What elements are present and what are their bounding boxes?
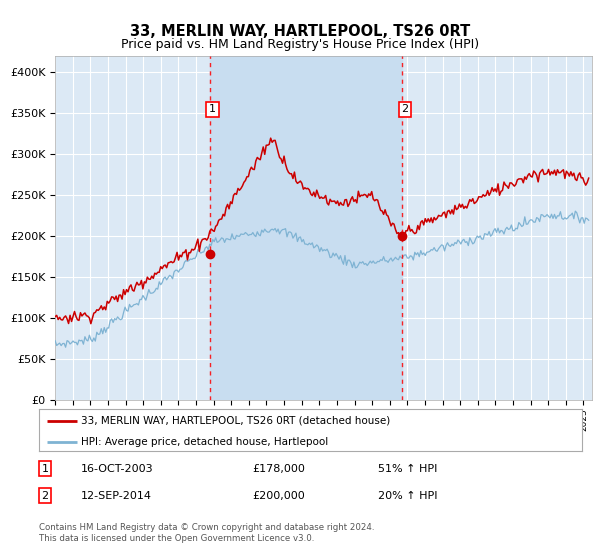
Text: 12-SEP-2014: 12-SEP-2014 [81, 491, 152, 501]
Text: 1: 1 [209, 104, 216, 114]
Text: 20% ↑ HPI: 20% ↑ HPI [378, 491, 437, 501]
Text: This data is licensed under the Open Government Licence v3.0.: This data is licensed under the Open Gov… [39, 534, 314, 543]
Text: 51% ↑ HPI: 51% ↑ HPI [378, 464, 437, 474]
Text: Contains HM Land Registry data © Crown copyright and database right 2024.: Contains HM Land Registry data © Crown c… [39, 523, 374, 532]
Text: 16-OCT-2003: 16-OCT-2003 [81, 464, 154, 474]
Text: £178,000: £178,000 [252, 464, 305, 474]
Text: 33, MERLIN WAY, HARTLEPOOL, TS26 0RT (detached house): 33, MERLIN WAY, HARTLEPOOL, TS26 0RT (de… [82, 416, 391, 426]
Bar [210, 56, 402, 400]
Text: HPI: Average price, detached house, Hartlepool: HPI: Average price, detached house, Hart… [82, 437, 329, 447]
Text: 2: 2 [401, 104, 409, 114]
Text: 2: 2 [41, 491, 49, 501]
Text: £200,000: £200,000 [252, 491, 305, 501]
Text: 1: 1 [41, 464, 49, 474]
Text: Price paid vs. HM Land Registry's House Price Index (HPI): Price paid vs. HM Land Registry's House … [121, 38, 479, 51]
Text: 33, MERLIN WAY, HARTLEPOOL, TS26 0RT: 33, MERLIN WAY, HARTLEPOOL, TS26 0RT [130, 24, 470, 39]
